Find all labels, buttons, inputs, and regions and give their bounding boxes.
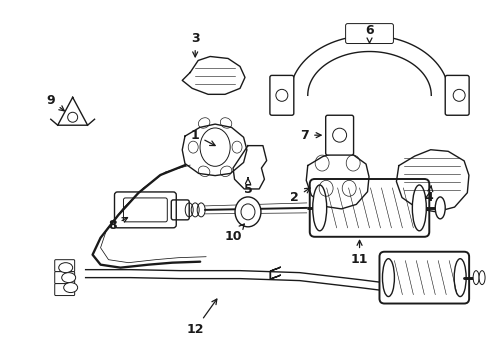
Ellipse shape [63, 283, 78, 293]
Text: 11: 11 [350, 240, 367, 266]
Text: 1: 1 [190, 129, 215, 145]
Ellipse shape [382, 259, 394, 297]
Text: 12: 12 [186, 299, 216, 336]
Ellipse shape [312, 185, 326, 231]
Polygon shape [396, 150, 468, 212]
Text: 7: 7 [300, 129, 321, 142]
Text: 6: 6 [365, 24, 373, 43]
FancyBboxPatch shape [269, 75, 293, 115]
FancyBboxPatch shape [345, 24, 393, 44]
FancyBboxPatch shape [55, 284, 75, 296]
Text: 10: 10 [224, 224, 244, 243]
Text: 9: 9 [46, 94, 64, 111]
FancyBboxPatch shape [379, 252, 468, 303]
Ellipse shape [478, 271, 484, 285]
Ellipse shape [472, 271, 478, 285]
Polygon shape [289, 36, 448, 95]
Ellipse shape [235, 197, 261, 227]
Text: 4: 4 [424, 186, 433, 204]
Polygon shape [233, 146, 266, 189]
Ellipse shape [59, 263, 73, 273]
FancyBboxPatch shape [55, 260, 75, 272]
FancyBboxPatch shape [325, 115, 353, 155]
Text: 2: 2 [290, 188, 309, 204]
Ellipse shape [453, 259, 465, 297]
Ellipse shape [61, 273, 76, 283]
FancyBboxPatch shape [444, 75, 468, 115]
Text: 8: 8 [108, 217, 127, 232]
Text: 5: 5 [243, 178, 252, 197]
Ellipse shape [411, 185, 426, 231]
Polygon shape [305, 152, 368, 209]
FancyBboxPatch shape [55, 272, 75, 284]
Polygon shape [182, 57, 244, 94]
Text: 3: 3 [190, 32, 199, 57]
Polygon shape [58, 97, 87, 125]
FancyBboxPatch shape [309, 179, 428, 237]
Ellipse shape [434, 197, 444, 219]
Polygon shape [182, 124, 246, 176]
